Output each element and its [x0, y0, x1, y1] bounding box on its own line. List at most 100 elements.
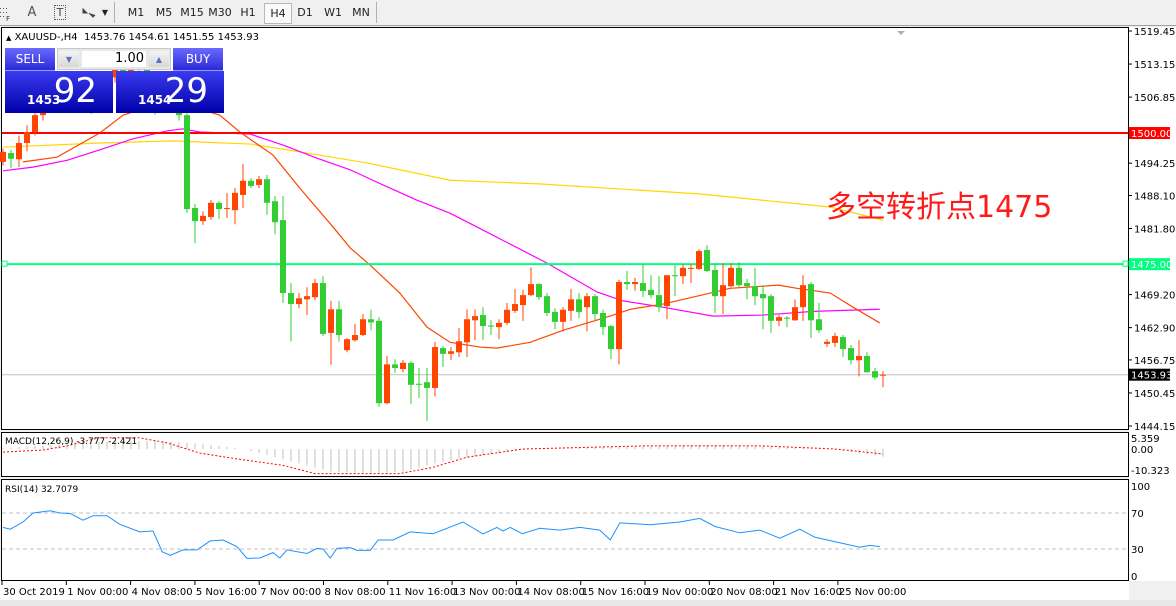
- candle-body: [448, 351, 454, 354]
- candle-body: [696, 251, 702, 269]
- tf-h1[interactable]: H1: [240, 6, 256, 19]
- tf-w1[interactable]: W1: [324, 6, 342, 19]
- candle: [424, 368, 430, 422]
- moving-average-line: [2, 140, 884, 221]
- candle: [600, 309, 606, 335]
- candle: [264, 174, 270, 215]
- tf-m30[interactable]: M30: [208, 6, 232, 19]
- candle-body: [312, 283, 318, 298]
- candle-body: [576, 299, 582, 312]
- candle: [216, 201, 222, 220]
- candle: [560, 307, 566, 332]
- candle: [864, 352, 870, 373]
- line-handle: [1122, 260, 1129, 267]
- candle: [192, 203, 198, 244]
- candle: [648, 275, 654, 299]
- dropdown-icon[interactable]: ▼: [101, 8, 109, 17]
- lot-increase-icon[interactable]: ▲: [149, 51, 169, 67]
- candle-body: [376, 320, 382, 404]
- candle-body: [440, 348, 446, 354]
- candle-body: [512, 304, 518, 311]
- buy-price[interactable]: 1454 29: [116, 71, 224, 113]
- candle-body: [320, 283, 326, 334]
- candle-body: [408, 362, 414, 385]
- candle-body: [712, 269, 718, 297]
- collapse-triangle-icon[interactable]: ▲: [6, 34, 12, 42]
- candle: [336, 300, 342, 342]
- candle-body: [328, 309, 334, 333]
- lot-decrease-icon[interactable]: ▼: [59, 51, 79, 67]
- candle-body: [8, 152, 14, 159]
- rsi-tick-label: 70: [1131, 509, 1144, 520]
- level-price-label: 1500.00: [1131, 129, 1172, 140]
- time-tick-label: 13 Nov 00:00: [453, 587, 520, 598]
- candle-body: [560, 309, 566, 322]
- candle-body: [824, 341, 830, 344]
- sell-price[interactable]: 1453 92: [5, 71, 113, 113]
- candle: [592, 294, 598, 321]
- candle-body: [840, 337, 846, 350]
- candle: [792, 299, 798, 321]
- candle-body: [872, 371, 878, 378]
- candle-body: [240, 180, 246, 195]
- sell-price-prefix: 1453: [27, 93, 61, 107]
- candle-body: [688, 267, 694, 269]
- candle: [576, 293, 582, 319]
- candle-body: [800, 285, 806, 308]
- candle: [8, 149, 14, 169]
- candle: [840, 334, 846, 358]
- tf-m1[interactable]: M1: [127, 6, 145, 19]
- candle: [808, 282, 814, 339]
- candle-body: [256, 179, 262, 185]
- candle-body: [184, 115, 190, 210]
- text-box-icon[interactable]: T: [51, 3, 69, 22]
- candle: [464, 309, 470, 358]
- time-tick-label: 19 Nov 00:00: [646, 587, 713, 598]
- text-a-icon[interactable]: A: [27, 5, 37, 20]
- tf-d1[interactable]: D1: [297, 6, 313, 19]
- tf-m15[interactable]: M15: [180, 6, 204, 19]
- grid-font-icon[interactable]: F: [0, 3, 14, 22]
- candle: [760, 285, 766, 330]
- candle: [832, 332, 838, 348]
- candle: [696, 248, 702, 270]
- candle-body: [816, 319, 822, 331]
- candle: [496, 319, 502, 340]
- arrows-icon[interactable]: [80, 3, 98, 22]
- candle-body: [744, 283, 750, 287]
- level-price-tag: [1129, 258, 1170, 271]
- candle: [664, 275, 670, 320]
- candle: [320, 276, 326, 337]
- candle-body: [304, 296, 310, 300]
- price-tick-label: 1519.45: [1134, 27, 1175, 38]
- candle: [528, 267, 534, 297]
- rsi-tick-label: 100: [1131, 482, 1150, 493]
- candle-body: [280, 220, 286, 294]
- candle-body: [640, 283, 646, 291]
- candle-body: [200, 215, 206, 222]
- candle: [712, 263, 718, 313]
- tf-m5[interactable]: M5: [155, 6, 173, 19]
- sell-button[interactable]: SELL: [5, 48, 55, 71]
- price-tick-label: 1456.75: [1134, 356, 1175, 367]
- candle: [872, 368, 878, 380]
- candle-body: [832, 336, 838, 343]
- candle: [824, 339, 830, 348]
- candle-body: [616, 282, 622, 350]
- tf-h4[interactable]: H4: [264, 3, 292, 24]
- time-tick-label: 7 Nov 00:00: [260, 587, 321, 598]
- candle-body: [336, 309, 342, 335]
- line-handle: [1, 260, 8, 267]
- candle: [736, 262, 742, 289]
- candle-body: [656, 295, 662, 308]
- candle: [816, 302, 822, 333]
- buy-button[interactable]: BUY: [173, 48, 223, 71]
- candle-body: [664, 275, 670, 307]
- lot-input[interactable]: 1.00: [82, 51, 146, 67]
- candle: [472, 309, 478, 341]
- one-click-trading-panel: SELL ▼ 1.00 ▲ BUY 1453 92 1454 29: [5, 48, 224, 113]
- moving-average-line: [2, 128, 880, 317]
- tf-mn[interactable]: MN: [352, 6, 370, 19]
- candle: [616, 279, 622, 365]
